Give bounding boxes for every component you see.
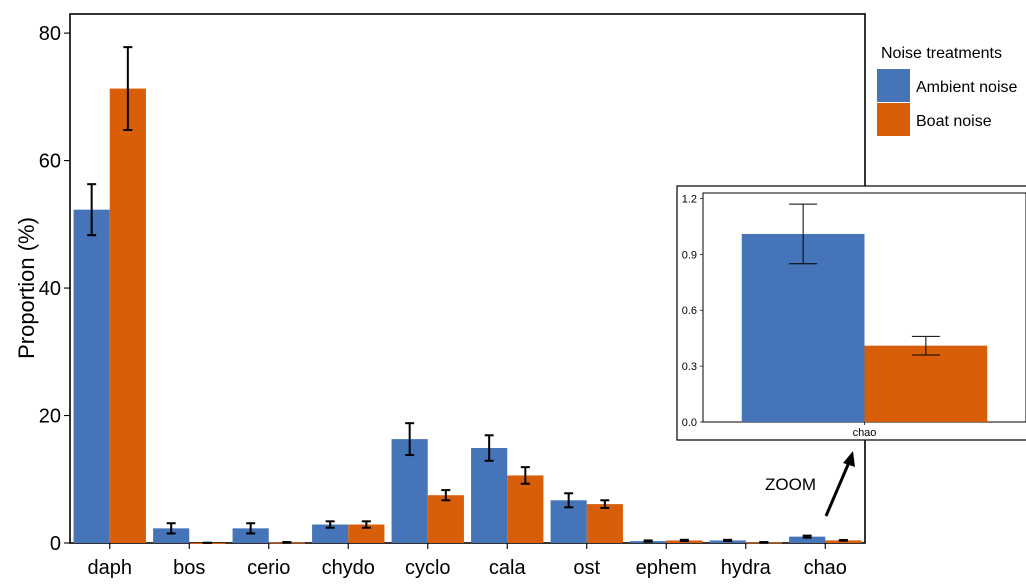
y-tick-label: 60 bbox=[39, 151, 61, 173]
inset-y-tick-label: 0.6 bbox=[682, 305, 697, 317]
legend-swatch-boat-noise bbox=[877, 103, 910, 136]
y-tick-label: 80 bbox=[39, 23, 61, 45]
bar-daph-ambient-noise bbox=[73, 209, 110, 543]
bar-cyclo-boat-noise bbox=[427, 495, 464, 543]
bar-bos-ambient-noise bbox=[153, 528, 190, 543]
inset-y-tick-label: 0.3 bbox=[682, 361, 697, 373]
legend: Noise treatments Ambient noise Boat nois… bbox=[877, 45, 1017, 136]
inset-y-tick-label: 1.2 bbox=[682, 193, 697, 205]
y-tick-label: 40 bbox=[39, 278, 61, 300]
zoom-arrow-shaft bbox=[824, 459, 852, 517]
inset-bar-chao-boat-noise bbox=[864, 345, 988, 422]
x-tick-label-bos: bos bbox=[173, 557, 205, 579]
x-tick-label-ephem: ephem bbox=[636, 557, 697, 579]
bar-cyclo-ambient-noise bbox=[391, 439, 428, 543]
legend-swatch-ambient-noise bbox=[877, 69, 910, 102]
x-tick-label-cyclo: cyclo bbox=[405, 557, 451, 579]
x-tick-label-chydo: chydo bbox=[322, 557, 375, 579]
inset-x-tick-label-chao: chao bbox=[853, 427, 877, 439]
zoom-label: ZOOM bbox=[765, 475, 816, 494]
x-tick-label-daph: daph bbox=[88, 557, 133, 579]
x-tick-label-ost: ost bbox=[573, 557, 600, 579]
legend-title: Noise treatments bbox=[881, 45, 1002, 62]
inset-y-tick-label: 0.9 bbox=[682, 249, 697, 261]
bar-ost-boat-noise bbox=[586, 504, 623, 543]
main-plot: 0 20 40 60 80 daph bos cerio chydo cyclo cala ost ep… bbox=[39, 13, 866, 579]
inset-bar-chao-ambient-noise bbox=[741, 233, 865, 422]
bar-cala-ambient-noise bbox=[471, 448, 508, 543]
bar-daph-boat-noise bbox=[109, 88, 146, 543]
bar-chao-ambient-noise bbox=[789, 536, 826, 543]
y-axis-label: Proportion (%) bbox=[14, 217, 39, 359]
zoom-inset: 0.0 0.3 0.6 0.9 1.2 chao bbox=[676, 185, 1026, 441]
x-tick-label-cala: cala bbox=[489, 557, 527, 579]
y-tick-label: 0 bbox=[50, 533, 61, 555]
x-tick-label-chao: chao bbox=[804, 557, 847, 579]
y-tick-label: 20 bbox=[39, 406, 61, 428]
bar-chydo-ambient-noise bbox=[312, 524, 349, 543]
x-tick-label-cerio: cerio bbox=[247, 557, 290, 579]
legend-label-ambient-noise: Ambient noise bbox=[916, 79, 1017, 96]
bar-chydo-boat-noise bbox=[348, 524, 385, 543]
x-tick-label-hydra: hydra bbox=[721, 557, 772, 579]
bar-cerio-ambient-noise bbox=[232, 528, 269, 543]
bar-cala-boat-noise bbox=[507, 475, 544, 543]
zoom-arrow-head bbox=[843, 451, 855, 467]
zoom-annotation: ZOOM bbox=[765, 451, 855, 517]
legend-label-boat-noise: Boat noise bbox=[916, 113, 992, 130]
inset-y-tick-label: 0.0 bbox=[682, 417, 697, 429]
